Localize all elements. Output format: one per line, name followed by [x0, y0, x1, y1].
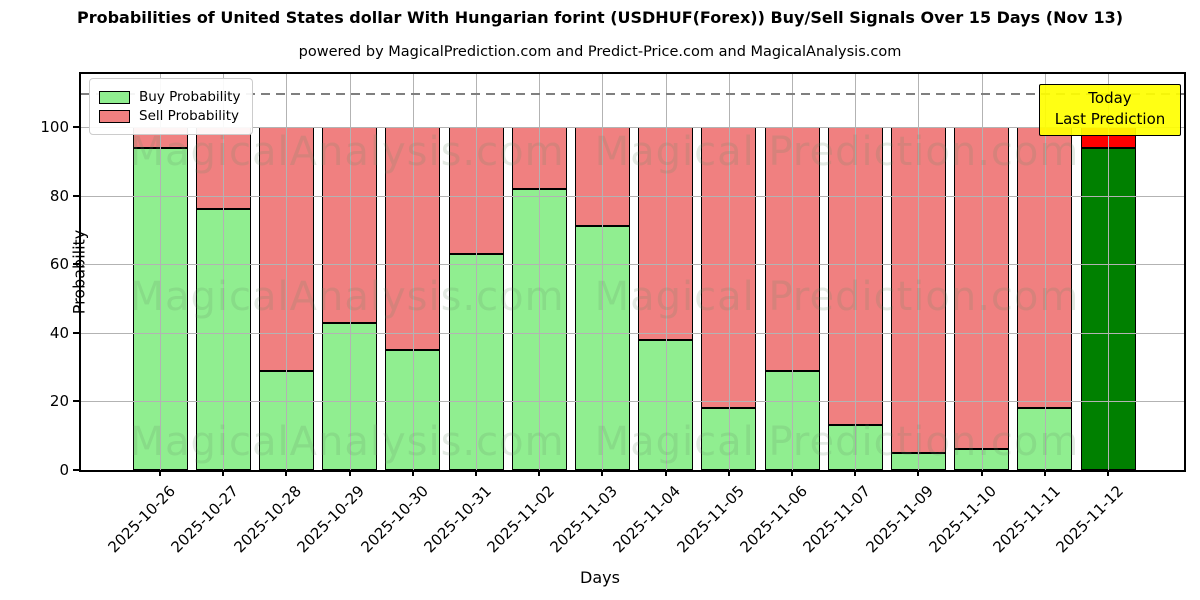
v-gridline-2025-10-29: [349, 74, 351, 470]
v-gridline-2025-11-07: [855, 74, 857, 470]
y-tick-20: [73, 400, 79, 403]
sell-probability-swatch: [99, 109, 130, 123]
legend-label-buy: Buy Probability: [139, 89, 241, 105]
v-gridline-2025-11-04: [665, 74, 667, 470]
watermark-analysis-2: MagicalAnalysis.com: [129, 419, 565, 465]
y-tick-80: [73, 194, 79, 197]
x-tick-2025-11-04: [664, 470, 667, 476]
h-gridline-100: [81, 127, 1184, 128]
legend-label-sell: Sell Probability: [139, 108, 240, 124]
x-tick-2025-10-28: [285, 470, 288, 476]
watermark-prediction-1: Magical Prediction.com: [594, 274, 1080, 320]
v-gridline-2025-11-02: [539, 74, 541, 470]
x-tick-label-2025-11-02: 2025-11-02: [483, 482, 558, 557]
x-tick-label-2025-11-09: 2025-11-09: [862, 482, 938, 557]
x-tick-label-2025-11-04: 2025-11-04: [609, 482, 685, 557]
x-tick-label-2025-11-07: 2025-11-07: [799, 482, 874, 557]
x-tick-2025-10-27: [222, 470, 225, 476]
plot-area: Probability Buy Probability Sell Probabi…: [40, 72, 1186, 556]
watermark-analysis-0: MagicalAnalysis.com: [129, 129, 565, 175]
x-tick-label-2025-11-12: 2025-11-12: [1052, 482, 1127, 557]
h-gridline-20: [81, 401, 1184, 403]
v-gridline-2025-11-06: [792, 74, 793, 470]
y-tick-label-60: 60: [49, 255, 69, 274]
x-tick-2025-11-05: [727, 470, 730, 476]
v-gridline-2025-10-27: [223, 74, 225, 470]
h-gridline-60: [81, 264, 1184, 266]
x-tick-2025-11-10: [980, 470, 983, 476]
x-tick-label-2025-11-03: 2025-11-03: [546, 482, 622, 557]
today-annotation-line1: Today: [1088, 89, 1132, 107]
chart-subtitle: powered by MagicalPrediction.com and Pre…: [298, 44, 902, 60]
v-gridline-2025-11-09: [918, 74, 920, 470]
y-tick-label-20: 20: [49, 392, 69, 411]
x-tick-label-2025-10-29: 2025-10-29: [293, 482, 369, 557]
x-tick-2025-11-06: [791, 470, 793, 476]
v-gridline-2025-11-05: [728, 74, 730, 470]
x-tick-2025-11-11: [1043, 470, 1046, 476]
x-tick-label-2025-10-28: 2025-10-28: [230, 482, 306, 557]
x-tick-label-2025-10-27: 2025-10-27: [167, 482, 242, 557]
v-gridline-2025-11-03: [602, 74, 604, 470]
watermark-prediction-2: Magical Prediction.com: [594, 419, 1080, 465]
x-tick-2025-11-02: [538, 470, 541, 476]
x-tick-label-2025-10-31: 2025-10-31: [420, 482, 495, 557]
upper-dashed-line: [81, 92, 1184, 95]
x-tick-2025-11-09: [917, 470, 920, 476]
x-tick-label-2025-10-30: 2025-10-30: [357, 482, 432, 557]
v-gridline-2025-10-28: [286, 74, 288, 470]
watermark-prediction-0: Magical Prediction.com: [594, 129, 1080, 175]
today-annotation: Today Last Prediction: [1039, 84, 1181, 136]
v-gridline-2025-10-26: [160, 74, 161, 470]
legend-item-buy: Buy Probability: [99, 89, 240, 105]
y-axis-label: Probability: [69, 229, 89, 315]
buy-probability-swatch: [99, 90, 130, 104]
v-gridline-2025-11-12: [1108, 74, 1109, 470]
x-tick-label-2025-11-11: 2025-11-11: [989, 482, 1064, 557]
x-tick-2025-10-30: [411, 470, 414, 476]
legend: Buy Probability Sell Probability: [89, 78, 254, 135]
watermark-analysis-1: MagicalAnalysis.com: [129, 274, 565, 320]
v-gridline-2025-10-30: [412, 74, 414, 470]
x-tick-2025-10-31: [475, 470, 477, 476]
x-tick-label-2025-11-06: 2025-11-06: [736, 482, 811, 557]
x-tick-label-2025-10-26: 2025-10-26: [104, 482, 179, 557]
y-tick-100: [73, 126, 79, 128]
h-gridline-80: [81, 195, 1184, 197]
h-gridline-40: [81, 332, 1184, 334]
y-tick-label-80: 80: [49, 186, 69, 205]
y-tick-label-40: 40: [49, 323, 69, 342]
v-gridline-2025-11-11: [1044, 74, 1046, 470]
x-tick-2025-11-03: [601, 470, 604, 476]
x-tick-label-2025-11-10: 2025-11-10: [925, 482, 1001, 557]
y-tick-0: [73, 469, 79, 471]
v-gridline-2025-11-10: [981, 74, 983, 470]
chart-title: Probabilities of United States dollar Wi…: [76, 8, 1124, 27]
legend-item-sell: Sell Probability: [99, 108, 240, 124]
x-tick-2025-10-29: [348, 470, 351, 476]
today-annotation-line2: Last Prediction: [1054, 110, 1166, 128]
x-axis-label: Days: [580, 568, 620, 587]
y-tick-40: [73, 331, 79, 334]
y-tick-60: [73, 263, 79, 266]
x-tick-2025-10-26: [159, 470, 161, 476]
x-tick-2025-11-07: [854, 470, 857, 476]
x-tick-2025-11-12: [1107, 470, 1109, 476]
y-tick-label-0: 0: [59, 461, 69, 479]
y-tick-label-100: 100: [40, 118, 69, 136]
v-gridline-2025-10-31: [476, 74, 477, 470]
x-tick-label-2025-11-05: 2025-11-05: [673, 482, 748, 557]
